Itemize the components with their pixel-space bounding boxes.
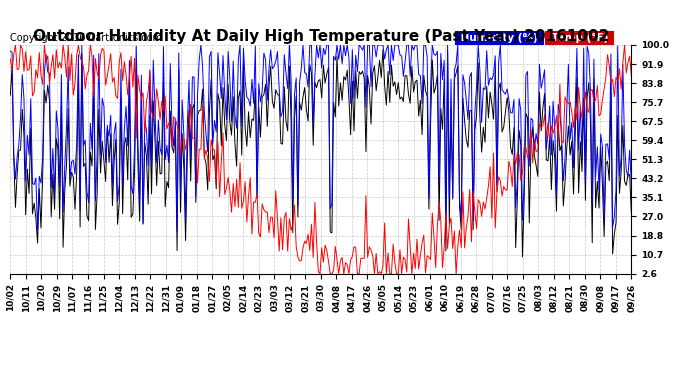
Text: Temp (°F): Temp (°F) — [548, 33, 611, 43]
Text: Humidity (%): Humidity (%) — [457, 33, 542, 43]
Title: Outdoor Humidity At Daily High Temperature (Past Year) 20161002: Outdoor Humidity At Daily High Temperatu… — [32, 29, 609, 44]
Text: Copyright 2016 Cartronics.com: Copyright 2016 Cartronics.com — [10, 33, 162, 43]
